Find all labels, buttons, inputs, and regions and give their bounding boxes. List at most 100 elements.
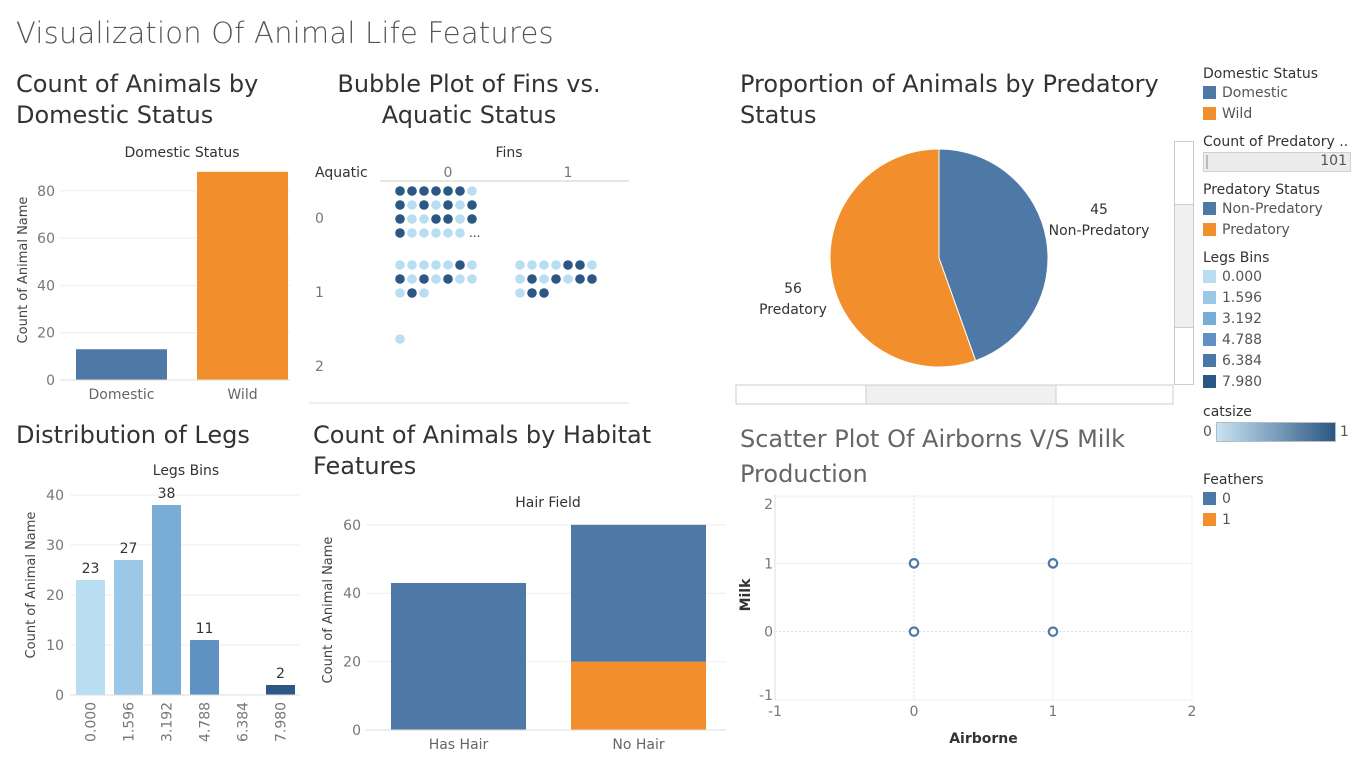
swatch <box>1203 291 1216 304</box>
count-predatory-size-bar[interactable]: 101 <box>1203 152 1351 172</box>
bar-wild <box>197 171 288 380</box>
column-label: 0 <box>444 165 453 181</box>
bubble-dot <box>551 260 561 270</box>
feathers-legend-title: Feathers <box>1203 472 1264 488</box>
bubble-dot <box>395 260 405 270</box>
legend-item-domestic[interactable]: Domestic <box>1203 82 1358 103</box>
fins-aquatic-bubble-chart: Fins Aquatic 0 1 0 1 2... <box>309 145 629 404</box>
bubble-dot <box>539 260 549 270</box>
vertical-scrollbar[interactable] <box>1174 141 1194 385</box>
y-tick-label: 0 <box>46 373 55 389</box>
x-tick-label: 1.596 <box>122 702 138 742</box>
domestic-status-legend-title: Domestic Status <box>1203 66 1319 82</box>
legend-item-feathers-0[interactable]: 0 <box>1203 488 1358 509</box>
bubble-dot <box>395 214 405 224</box>
bubble-dot <box>443 214 453 224</box>
x-tick-label: 4.788 <box>198 702 214 742</box>
count-predatory-value: 101 <box>1320 153 1347 169</box>
pie-value-label: 45 <box>1090 202 1108 218</box>
bubble-dot <box>515 288 525 298</box>
bubble-dot <box>455 186 465 196</box>
vertical-scroll-thumb[interactable] <box>1175 204 1193 328</box>
y-axis-label: Count of Animal Name <box>321 537 336 684</box>
bubble-dot <box>395 334 405 344</box>
bubble-dot <box>407 260 417 270</box>
dashboard-title: Visualization Of Animal Life Features <box>16 16 554 50</box>
swatch <box>1203 312 1216 325</box>
x-tick-label: Has Hair <box>429 737 489 753</box>
horizontal-scroll-thumb <box>865 384 1057 405</box>
legend-item-legs-4[interactable]: 6.384 <box>1203 350 1358 371</box>
data-label: 2 <box>276 666 285 682</box>
bubble-dot <box>407 200 417 210</box>
legend-item-legs-1[interactable]: 1.596 <box>1203 287 1358 308</box>
bubble-dot <box>575 260 585 270</box>
bubble-dot <box>515 260 525 270</box>
y-tick-label: 20 <box>343 655 361 671</box>
bubble-dot <box>431 200 441 210</box>
y-tick-label: 60 <box>343 518 361 534</box>
swatch <box>1203 86 1216 99</box>
bubble-dot <box>431 228 441 238</box>
y-axis-label: Milk <box>738 578 754 612</box>
y-axis-label: Count of Animal Name <box>24 512 39 659</box>
legend-item-wild[interactable]: Wild <box>1203 103 1358 124</box>
bubble-header: Fins <box>495 145 522 161</box>
legend-item-legs-3[interactable]: 4.788 <box>1203 329 1358 350</box>
bubble-dot <box>539 288 549 298</box>
stacked-bar-segment <box>571 524 706 662</box>
column-label: 1 <box>564 165 573 181</box>
row-label: 0 <box>315 211 324 227</box>
bubble-dot <box>419 274 429 284</box>
habitat-header: Hair Field <box>515 495 581 511</box>
swatch <box>1203 492 1216 505</box>
y-tick-label: 40 <box>37 278 55 294</box>
bar-legs-bin <box>266 685 295 695</box>
predatory-pie-chart: 45 Non-Predatory 56 Predatory <box>735 148 1174 405</box>
bar-legs-bin <box>114 560 143 695</box>
scatter-chart-title: Scatter Plot Of Airborns V/S Milk Produc… <box>740 425 1126 488</box>
overflow-ellipsis: ... <box>469 226 480 240</box>
legend-item-predatory[interactable]: Predatory <box>1203 219 1358 240</box>
bubble-dot <box>419 260 429 270</box>
legend-item-legs-5[interactable]: 7.980 <box>1203 371 1358 392</box>
bubble-dot <box>395 200 405 210</box>
bubble-dot <box>587 260 597 270</box>
y-tick-label: -1 <box>759 688 773 704</box>
y-tick-label: 1 <box>764 556 773 572</box>
domestic-status-bar-chart: Domestic Status 0 20 40 60 80 Count of Animal … <box>16 145 290 403</box>
x-tick-label: 3.192 <box>160 702 176 742</box>
bubble-dot <box>455 214 465 224</box>
x-tick-label: Domestic <box>89 387 155 403</box>
bubble-dot <box>419 200 429 210</box>
legend-item-feathers-1[interactable]: 1 <box>1203 509 1358 530</box>
x-axis-label: Airborne <box>949 731 1018 747</box>
bubble-dot <box>443 228 453 238</box>
swatch <box>1203 513 1216 526</box>
swatch <box>1203 223 1216 236</box>
bubble-dot <box>407 228 417 238</box>
y-tick-label: 0 <box>352 723 361 739</box>
swatch <box>1203 333 1216 346</box>
x-tick-label: 2 <box>1188 704 1197 720</box>
legend-item-non-predatory[interactable]: Non-Predatory <box>1203 198 1358 219</box>
y-tick-label: 20 <box>37 326 55 342</box>
y-tick-label: 0 <box>764 625 773 641</box>
y-axis-label: Count of Animal Name <box>16 197 31 344</box>
bubble-dot <box>395 274 405 284</box>
scatter-point <box>1047 558 1059 569</box>
catsize-color-ramp[interactable]: 0 1 <box>1203 422 1358 442</box>
data-label: 11 <box>196 621 214 637</box>
legend-item-legs-2[interactable]: 3.192 <box>1203 308 1358 329</box>
bubble-dot <box>395 288 405 298</box>
bubble-dot <box>443 186 453 196</box>
pie-slice-label: Predatory <box>759 302 827 318</box>
bubble-dot <box>467 260 477 270</box>
bubble-dot <box>407 274 417 284</box>
row-header-label: Aquatic <box>315 165 368 181</box>
bubble-dot <box>575 274 585 284</box>
bubble-dot <box>563 260 573 270</box>
legend-item-legs-0[interactable]: 0.000 <box>1203 266 1358 287</box>
legs-header: Legs Bins <box>153 463 219 479</box>
